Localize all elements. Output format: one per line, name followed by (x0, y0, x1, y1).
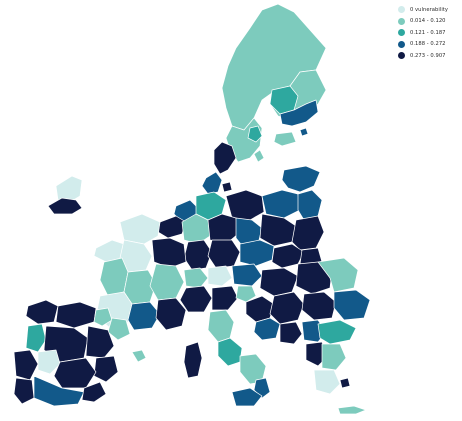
region-germany-sw[interactable] (183, 239, 213, 271)
region-italy-lazio[interactable] (217, 337, 243, 367)
region-romania-e[interactable] (317, 257, 359, 293)
region-portugal-south[interactable] (13, 377, 35, 405)
legend-item-1: 0.014 - 0.120 (398, 16, 460, 27)
legend-item-2: 0.121 - 0.187 (398, 27, 460, 38)
region-spain-murcia[interactable] (81, 381, 107, 403)
legend-item-3: 0.188 - 0.272 (398, 39, 460, 50)
region-france-west[interactable] (99, 257, 129, 297)
region-spain-aragon[interactable] (85, 325, 115, 359)
region-portugal-center[interactable] (13, 349, 39, 381)
region-denmark-island[interactable] (221, 181, 233, 193)
region-france-south[interactable] (127, 301, 161, 331)
legend-label-1: 0.014 - 0.120 (410, 18, 446, 24)
region-gotland[interactable] (253, 149, 265, 163)
region-poland-e[interactable] (291, 215, 325, 251)
region-bulgaria-e[interactable] (333, 289, 371, 321)
region-spain-andalusia[interactable] (33, 375, 85, 407)
region-greece-north[interactable] (317, 319, 357, 345)
region-aegean-island[interactable] (339, 377, 351, 389)
region-sicily[interactable] (231, 387, 263, 407)
region-austria-e[interactable] (231, 263, 263, 287)
region-spain-valencia[interactable] (93, 355, 119, 383)
region-spain-basque[interactable] (93, 307, 113, 327)
region-france-east[interactable] (149, 263, 185, 301)
region-italy-north-e[interactable] (211, 285, 239, 311)
region-balearic[interactable] (131, 349, 147, 363)
region-crete[interactable] (337, 405, 367, 415)
region-bulgaria-w[interactable] (301, 291, 337, 321)
legend-swatch-2 (398, 29, 405, 36)
legend-item-0: 0 vulnerability (398, 4, 460, 15)
legend-swatch-0 (398, 6, 405, 13)
region-spain-madrid[interactable] (37, 349, 61, 375)
region-serbia[interactable] (269, 291, 305, 325)
region-poland-nw[interactable] (261, 189, 301, 219)
region-ireland-south[interactable] (47, 197, 83, 215)
region-sardinia[interactable] (183, 341, 203, 379)
legend-label-4: 0.273 - 0.907 (410, 52, 446, 59)
region-greece-peloponnese[interactable] (313, 369, 341, 395)
region-poland-ne[interactable] (297, 189, 323, 221)
region-italy-north-w[interactable] (179, 285, 213, 313)
legend-label-3: 0.188 - 0.272 (410, 41, 446, 47)
region-finland-south[interactable] (279, 99, 319, 127)
region-italy-center[interactable] (207, 309, 235, 343)
region-denmark[interactable] (201, 171, 223, 195)
region-spain-la-mancha[interactable] (53, 357, 97, 389)
legend-swatch-4 (398, 52, 405, 59)
region-greece-center[interactable] (321, 343, 347, 371)
region-france-se[interactable] (155, 297, 187, 331)
region-slovenia[interactable] (235, 285, 257, 303)
region-portugal-north[interactable] (25, 323, 47, 353)
region-austria-w[interactable] (207, 265, 233, 287)
legend-item-4: 0.273 - 0.907 (398, 50, 460, 61)
region-aland[interactable] (299, 127, 309, 137)
region-sweden-stockholm[interactable] (247, 125, 263, 143)
region-spain-galicia[interactable] (25, 299, 59, 325)
region-czechia[interactable] (239, 239, 275, 267)
legend-swatch-3 (398, 40, 405, 48)
region-france-ne[interactable] (151, 237, 187, 269)
region-ireland-west[interactable] (55, 175, 83, 203)
region-switzerland[interactable] (183, 267, 209, 289)
legend-swatch-1 (398, 17, 405, 25)
region-germany-s[interactable] (207, 239, 241, 269)
region-spain-north[interactable] (55, 301, 97, 329)
region-montenegro[interactable] (279, 321, 303, 345)
region-hungary[interactable] (259, 267, 299, 297)
legend-label-2: 0.121 - 0.187 (410, 29, 446, 36)
region-germany-ne[interactable] (225, 189, 265, 221)
region-lithuania[interactable] (281, 165, 321, 193)
legend-label-0: 0 vulnerability (410, 6, 449, 13)
region-poland-c[interactable] (259, 213, 297, 247)
region-spain-catalonia[interactable] (107, 317, 131, 341)
region-baltic-estonia[interactable] (273, 131, 297, 147)
map-legend: 0 vulnerability 0.014 - 0.120 0.121 - 0.… (398, 4, 460, 62)
region-germany-c[interactable] (207, 213, 239, 245)
region-bosnia[interactable] (253, 317, 281, 341)
region-belgium[interactable] (157, 215, 187, 239)
region-norway-south[interactable] (213, 141, 237, 175)
